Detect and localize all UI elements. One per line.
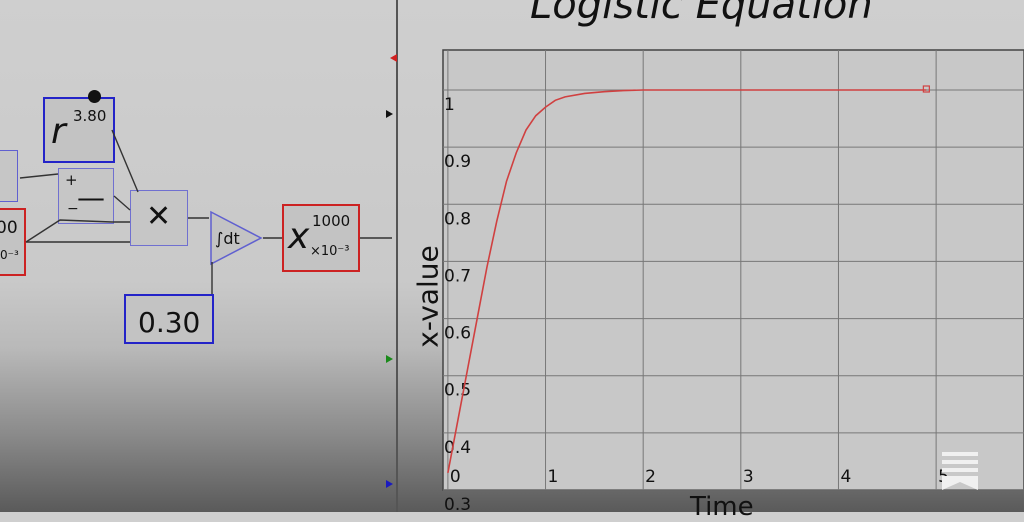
x-value-block-partial[interactable]: 00 0⁻³ — [0, 208, 26, 276]
y-tick-label: 0.7 — [444, 266, 471, 286]
y-tick-label: 1 — [444, 95, 455, 115]
x-label: x — [288, 216, 310, 257]
x-output-block[interactable]: x 1000 ×10⁻³ — [282, 204, 360, 272]
y-tick-label: 0.3 — [444, 495, 471, 512]
y-tick-label: 0.5 — [444, 381, 471, 401]
initial-condition-block[interactable]: 0.30 — [124, 294, 214, 344]
subtract-minus: − — [67, 201, 79, 217]
y-tick-label: 0.4 — [444, 438, 471, 458]
subtract-block[interactable]: + − — — [58, 168, 114, 224]
subtract-symbol: — — [77, 181, 105, 214]
x-partial-value: 00 — [0, 218, 18, 238]
chart-title: Logistic Equation — [530, 0, 873, 28]
r-label: r — [51, 111, 66, 152]
port-marker-blue — [386, 480, 393, 488]
plot-area — [442, 49, 1024, 491]
x-tick-label: 3 — [743, 467, 754, 487]
initial-value: 0.30 — [138, 306, 201, 339]
stacked-lines-logo-icon — [942, 452, 978, 490]
integrator-block[interactable] — [209, 210, 265, 266]
integrator-label: ∫dt — [215, 229, 240, 248]
x-tick-label: 2 — [645, 467, 656, 487]
multiply-block[interactable]: ✕ — [130, 190, 188, 246]
r-value: 3.80 — [73, 107, 107, 125]
x-tick-label: 1 — [548, 467, 559, 487]
x-scale: ×10⁻³ — [310, 244, 350, 259]
x-value: 1000 — [312, 212, 351, 230]
x-tick-label: 4 — [840, 467, 851, 487]
port-marker-red — [390, 54, 397, 62]
r-parameter-block[interactable]: r 3.80 — [43, 97, 115, 163]
y-axis-label: x-value — [411, 245, 445, 348]
x-partial-scale: 0⁻³ — [0, 248, 19, 262]
y-tick-label: 0.8 — [444, 209, 471, 229]
series-line — [447, 89, 927, 474]
y-tick-label: 0.6 — [444, 324, 471, 344]
y-tick-label: 0.9 — [444, 152, 471, 172]
series-end-marker — [922, 85, 930, 93]
port-marker-green — [386, 355, 393, 363]
panel-divider — [396, 0, 398, 512]
multiply-symbol: ✕ — [146, 199, 172, 234]
r-drag-handle[interactable] — [88, 90, 101, 103]
subtract-plus: + — [65, 171, 78, 189]
x-tick-label: 0 — [450, 467, 461, 487]
connection-wires — [19, 129, 392, 294]
port-marker-black — [386, 110, 393, 118]
input-block-partial[interactable] — [0, 150, 18, 202]
x-axis-label: Time — [690, 492, 754, 522]
